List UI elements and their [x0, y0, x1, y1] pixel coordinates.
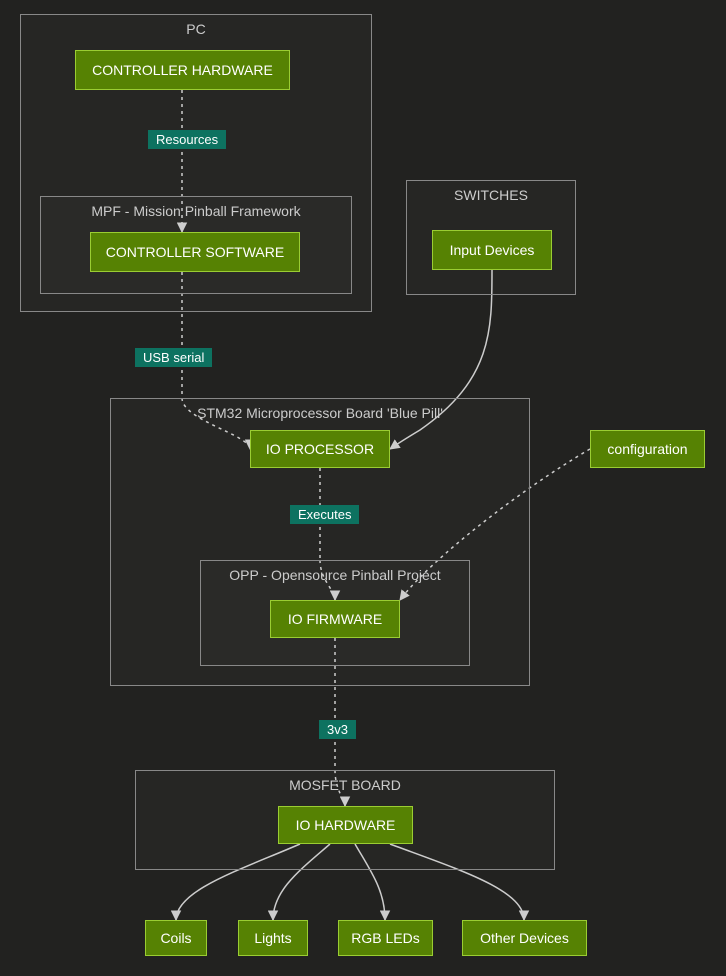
node-controller-software: CONTROLLER SOFTWARE — [90, 232, 300, 272]
node-configuration: configuration — [590, 430, 705, 468]
container-mosfet-title: MOSFET BOARD — [136, 771, 554, 797]
container-stm32-title: STM32 Microprocessor Board 'Blue Pill' — [111, 399, 529, 425]
container-opp-title: OPP - Opensource Pinball Project — [201, 561, 469, 587]
node-other-devices: Other Devices — [462, 920, 587, 956]
container-pc-title: PC — [21, 15, 371, 41]
edge-label-usb-serial: USB serial — [135, 348, 212, 367]
node-controller-hardware: CONTROLLER HARDWARE — [75, 50, 290, 90]
container-switches-title: SWITCHES — [407, 181, 575, 207]
node-coils: Coils — [145, 920, 207, 956]
edge-label-3v3: 3v3 — [319, 720, 356, 739]
node-io-processor: IO PROCESSOR — [250, 430, 390, 468]
node-input-devices: Input Devices — [432, 230, 552, 270]
container-mpf-title: MPF - Mission Pinball Framework — [41, 197, 351, 223]
node-io-firmware: IO FIRMWARE — [270, 600, 400, 638]
node-io-hardware: IO HARDWARE — [278, 806, 413, 844]
edge-label-resources: Resources — [148, 130, 226, 149]
node-rgb-leds: RGB LEDs — [338, 920, 433, 956]
node-lights: Lights — [238, 920, 308, 956]
edge-label-executes: Executes — [290, 505, 359, 524]
